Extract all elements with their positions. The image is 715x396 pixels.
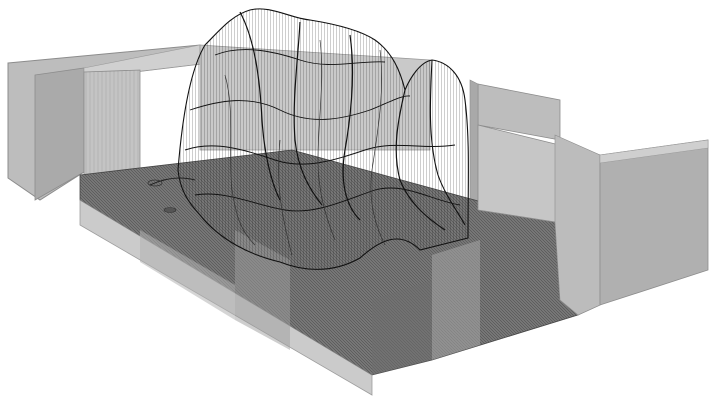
wireframe-surface xyxy=(147,8,469,270)
back-left-wall xyxy=(7,44,201,201)
right-side-walls xyxy=(477,124,709,316)
